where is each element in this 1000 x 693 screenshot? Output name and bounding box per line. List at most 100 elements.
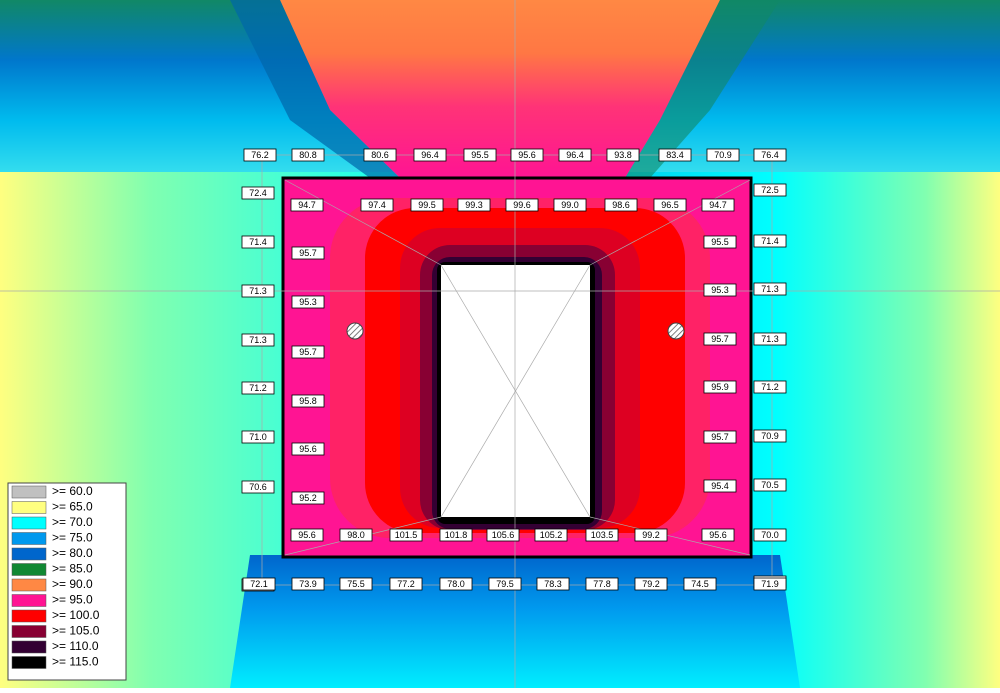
legend-swatch — [11, 532, 47, 545]
label-box — [241, 333, 275, 347]
label-box — [457, 198, 491, 212]
label-box — [291, 491, 325, 505]
label-box — [291, 442, 325, 456]
value-label: 80.8 — [299, 150, 317, 160]
value-label: 95.6 — [518, 150, 536, 160]
legend-swatch — [11, 563, 47, 576]
value-label: 99.2 — [642, 530, 660, 540]
label-box — [389, 528, 423, 542]
value-label: 75.5 — [347, 579, 365, 589]
label-box — [634, 577, 668, 591]
rebar — [667, 322, 685, 340]
label-box — [241, 430, 275, 444]
value-label: 79.5 — [496, 579, 514, 589]
label-box — [753, 380, 787, 394]
value-label: 95.5 — [711, 237, 729, 247]
label-box — [604, 198, 638, 212]
top-fan — [280, 0, 720, 178]
label-box — [241, 284, 275, 298]
label-box — [753, 429, 787, 443]
label-box — [505, 198, 539, 212]
value-label: 96.4 — [566, 150, 584, 160]
value-label: 77.8 — [593, 579, 611, 589]
value-label: 74.5 — [691, 579, 709, 589]
label-box — [585, 528, 619, 542]
legend-swatch — [11, 625, 47, 638]
legend-swatch — [11, 640, 47, 654]
value-label: 76.2 — [251, 150, 269, 160]
legend-swatch — [11, 578, 47, 592]
label-box — [439, 577, 473, 591]
value-label: 93.8 — [614, 150, 632, 160]
value-label: 72.1 — [250, 579, 268, 589]
value-label: 101.5 — [395, 530, 418, 540]
value-label: 78.0 — [447, 579, 465, 589]
value-label: 71.4 — [249, 237, 267, 247]
label-box — [290, 528, 324, 542]
value-label: 71.2 — [249, 383, 267, 393]
label-box — [242, 577, 276, 591]
value-label: 95.7 — [299, 248, 317, 258]
value-label: 71.2 — [761, 382, 779, 392]
label-box — [703, 332, 737, 346]
legend-label: >= 90.0 — [52, 577, 93, 591]
label-box — [701, 528, 735, 542]
value-label: 70.9 — [761, 431, 779, 441]
value-label: 105.6 — [492, 530, 515, 540]
value-label: 73.9 — [299, 579, 317, 589]
value-label: 95.6 — [709, 530, 727, 540]
value-label: 98.0 — [347, 530, 365, 540]
value-label: 95.4 — [711, 481, 729, 491]
label-box — [658, 148, 692, 162]
legend: >= 60.0 >= 65.0>= 70.0 >= 75.0>= 80.0 >= 85… — [7, 482, 127, 681]
label-box — [753, 332, 787, 346]
legend-label: >= 75.0 — [52, 531, 93, 545]
label-box — [241, 381, 275, 395]
value-label: 95.6 — [299, 444, 317, 454]
label-box — [463, 148, 497, 162]
value-label: 71.3 — [249, 335, 267, 345]
label-box — [389, 577, 423, 591]
label-box — [703, 479, 737, 493]
label-box — [339, 577, 373, 591]
legend-label: >= 80.0 — [52, 546, 93, 560]
label-box — [753, 577, 787, 591]
value-label: 94.7 — [298, 200, 316, 210]
label-box — [536, 577, 570, 591]
label-box — [291, 246, 325, 260]
top-fan-edge — [625, 0, 780, 178]
value-label: 99.5 — [418, 200, 436, 210]
value-label: 95.7 — [299, 347, 317, 357]
label-box — [653, 198, 687, 212]
value-label: 78.3 — [544, 579, 562, 589]
label-box — [703, 235, 737, 249]
label-box — [753, 183, 787, 197]
value-label: 94.7 — [709, 200, 727, 210]
value-label: 70.9 — [714, 150, 732, 160]
label-box — [706, 148, 740, 162]
label-box — [291, 148, 325, 162]
value-label: 77.2 — [397, 579, 415, 589]
value-label: 99.0 — [561, 200, 579, 210]
label-box — [486, 528, 520, 542]
legend-label: >= 60.0 — [52, 484, 93, 498]
label-box — [241, 235, 275, 249]
value-label: 95.3 — [711, 285, 729, 295]
value-label: 71.3 — [249, 286, 267, 296]
label-box — [243, 148, 277, 162]
label-box — [534, 528, 568, 542]
value-label: 76.4 — [761, 150, 779, 160]
label-box — [606, 148, 640, 162]
legend-swatch — [11, 609, 47, 623]
label-box — [410, 198, 444, 212]
label-box — [510, 148, 544, 162]
label-box — [339, 528, 373, 542]
label-box — [360, 198, 394, 212]
label-box — [634, 528, 668, 542]
legend-swatch — [11, 547, 47, 561]
label-box — [291, 394, 325, 408]
label-box — [753, 282, 787, 296]
value-label: 97.4 — [368, 200, 386, 210]
legend-label: >= 110.0 — [52, 639, 99, 653]
value-label: 105.2 — [540, 530, 563, 540]
